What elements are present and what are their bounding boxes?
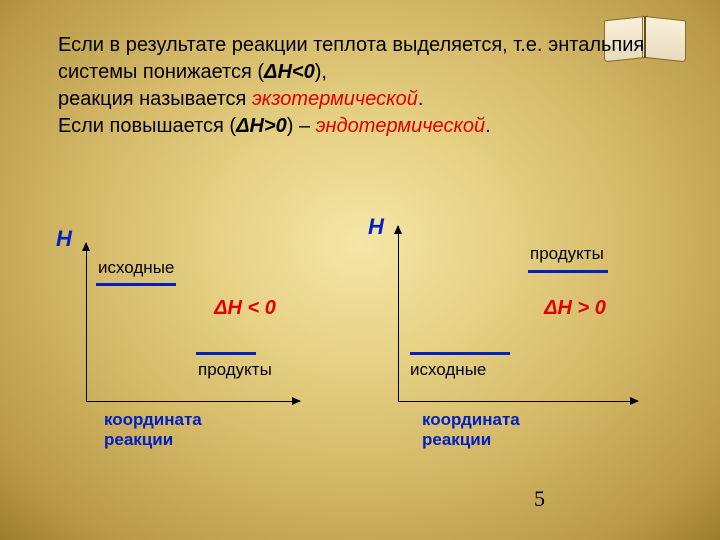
products-level-right xyxy=(528,270,608,273)
delta-h-label-right: ΔН > 0 xyxy=(540,298,610,319)
delta-h-label-left: ΔН < 0 xyxy=(210,298,280,319)
products-level-left xyxy=(196,352,256,355)
y-axis-left xyxy=(86,243,87,401)
x-axis-right xyxy=(398,401,638,402)
y-axis-right xyxy=(398,226,399,401)
text-p3a: Если повышается ( xyxy=(58,115,236,137)
text-p1a: Если в результате реакции теплота выделя… xyxy=(58,34,644,83)
text-p3e: . xyxy=(485,115,491,137)
text-p2b: экзотермической xyxy=(252,88,418,110)
products-label-left: продукты xyxy=(198,360,272,380)
text-p1c: ), xyxy=(315,61,327,83)
x-axis-left xyxy=(86,401,300,402)
reactants-level-right xyxy=(410,352,510,355)
text-p3c: ) – xyxy=(287,115,316,137)
y-axis-label-left: Н xyxy=(56,226,72,252)
x-axis-label-left: координата реакции xyxy=(104,410,202,450)
text-p1b: ΔН<0 xyxy=(264,61,315,83)
reactants-label-right: исходные xyxy=(410,360,486,380)
text-p3b: ΔН>0 xyxy=(236,115,287,137)
slide: { "text": { "p1a": "Если в результате ре… xyxy=(0,0,720,540)
y-axis-label-right: Н xyxy=(368,214,384,240)
text-p3d: эндотермической xyxy=(316,115,485,137)
reactants-label-left: исходные xyxy=(98,258,174,278)
text-p2a: реакция называется xyxy=(58,88,252,110)
x-axis-label-right: координата реакции xyxy=(422,410,520,450)
page-number: 5 xyxy=(534,486,545,512)
main-paragraph: Если в результате реакции теплота выделя… xyxy=(58,32,658,140)
reactants-level-left xyxy=(96,283,176,286)
products-label-right: продукты xyxy=(530,244,604,264)
text-p2c: . xyxy=(418,88,424,110)
